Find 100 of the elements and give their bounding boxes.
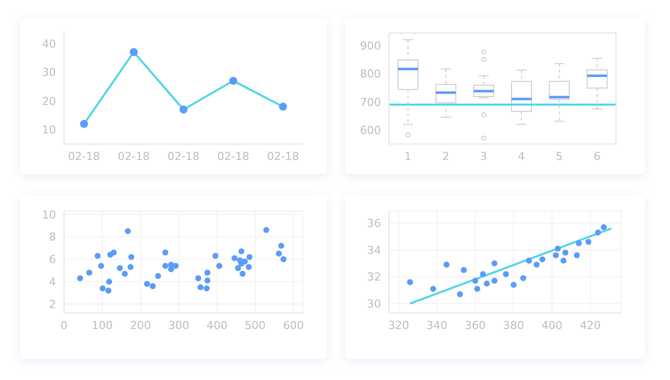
y-tick-label: 36	[367, 216, 381, 230]
point	[100, 285, 106, 292]
point	[246, 264, 252, 270]
point	[195, 275, 202, 282]
point	[484, 280, 490, 286]
y-tick-label: 34	[367, 244, 381, 257]
point	[576, 240, 582, 246]
point	[594, 229, 601, 236]
point	[234, 265, 241, 272]
point	[574, 252, 580, 258]
y-tick-label: 800	[360, 68, 381, 81]
point	[77, 275, 84, 282]
point	[460, 267, 467, 274]
x-tick-label: 420	[580, 318, 601, 332]
point	[86, 270, 92, 276]
point	[539, 256, 546, 262]
point	[552, 252, 559, 258]
x-tick-label: 0	[60, 318, 68, 332]
point	[534, 262, 540, 268]
point	[128, 254, 134, 260]
x-tick-label: 400	[541, 318, 562, 332]
x-tick-label: 500	[244, 318, 266, 332]
point	[130, 48, 138, 56]
y-tick-label: 900	[360, 40, 381, 53]
point	[276, 250, 282, 257]
point	[560, 258, 566, 264]
point	[172, 262, 179, 269]
x-tick-label: 6	[594, 150, 601, 163]
point	[520, 275, 526, 282]
y-tick-label: 8	[49, 230, 56, 244]
y-tick-label: 4	[49, 276, 56, 289]
point	[526, 258, 532, 264]
y-tick-label: 10	[42, 208, 56, 222]
point	[278, 242, 284, 249]
point	[98, 262, 104, 269]
point	[204, 285, 210, 292]
y-tick-label: 700	[360, 96, 381, 109]
point	[232, 255, 238, 262]
point	[240, 270, 246, 277]
point	[474, 286, 480, 292]
y-tick-label: 30	[367, 298, 381, 311]
point	[407, 279, 414, 286]
point	[430, 286, 436, 292]
point	[510, 282, 517, 288]
x-tick-label: 02-18	[267, 150, 299, 163]
point	[554, 246, 561, 252]
point	[94, 252, 101, 259]
x-tick-label: 2	[442, 150, 450, 163]
x-tick-label: 100	[92, 318, 113, 332]
x-tick-label: 300	[168, 318, 190, 332]
y-tick-label: 32	[367, 270, 381, 284]
point	[204, 270, 210, 276]
x-tick-label: 4	[518, 150, 525, 163]
point	[144, 280, 150, 287]
point	[472, 278, 478, 284]
point	[128, 264, 134, 270]
x-tick-label: 1	[404, 150, 412, 163]
x-tick-label: 600	[282, 318, 304, 332]
point	[105, 288, 112, 294]
x-tick-label: 02-18	[68, 150, 100, 163]
point	[456, 291, 463, 298]
point	[212, 252, 218, 259]
point	[444, 262, 450, 268]
point	[280, 256, 286, 262]
point	[106, 278, 112, 285]
point	[263, 227, 270, 234]
point	[238, 248, 244, 254]
y-tick-label: 40	[42, 37, 56, 50]
point	[204, 277, 210, 284]
x-tick-label: 02-18	[168, 150, 200, 163]
x-tick-label: 360	[464, 318, 486, 332]
point	[502, 271, 509, 278]
point	[180, 106, 188, 114]
x-tick-label: 320	[388, 318, 410, 332]
point	[162, 262, 168, 269]
y-tick-label: 2	[49, 298, 56, 311]
point	[480, 271, 486, 278]
point	[110, 249, 117, 256]
point	[162, 249, 168, 256]
point	[124, 228, 131, 234]
point	[491, 260, 498, 266]
x-tick-label: 400	[206, 318, 228, 332]
point	[229, 76, 238, 85]
point	[491, 278, 498, 284]
x-tick-label: 02-18	[118, 150, 150, 163]
point	[155, 273, 162, 280]
y-tick-label: 10	[42, 124, 56, 137]
y-tick-label: 30	[42, 66, 56, 80]
x-tick-label: 5	[556, 150, 563, 163]
point	[246, 254, 252, 260]
x-tick-label: 200	[130, 318, 151, 332]
x-tick-label: 3	[480, 150, 488, 163]
point	[80, 120, 88, 128]
point	[279, 102, 287, 111]
point	[216, 262, 222, 269]
y-tick-label: 20	[42, 94, 56, 108]
y-tick-label: 6	[49, 253, 56, 266]
point	[562, 250, 568, 256]
x-tick-label: 02-18	[217, 150, 250, 163]
point	[122, 270, 128, 277]
